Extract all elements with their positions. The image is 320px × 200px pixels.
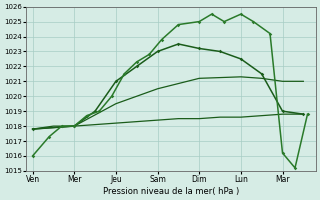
X-axis label: Pression niveau de la mer( hPa ): Pression niveau de la mer( hPa )	[103, 187, 239, 196]
